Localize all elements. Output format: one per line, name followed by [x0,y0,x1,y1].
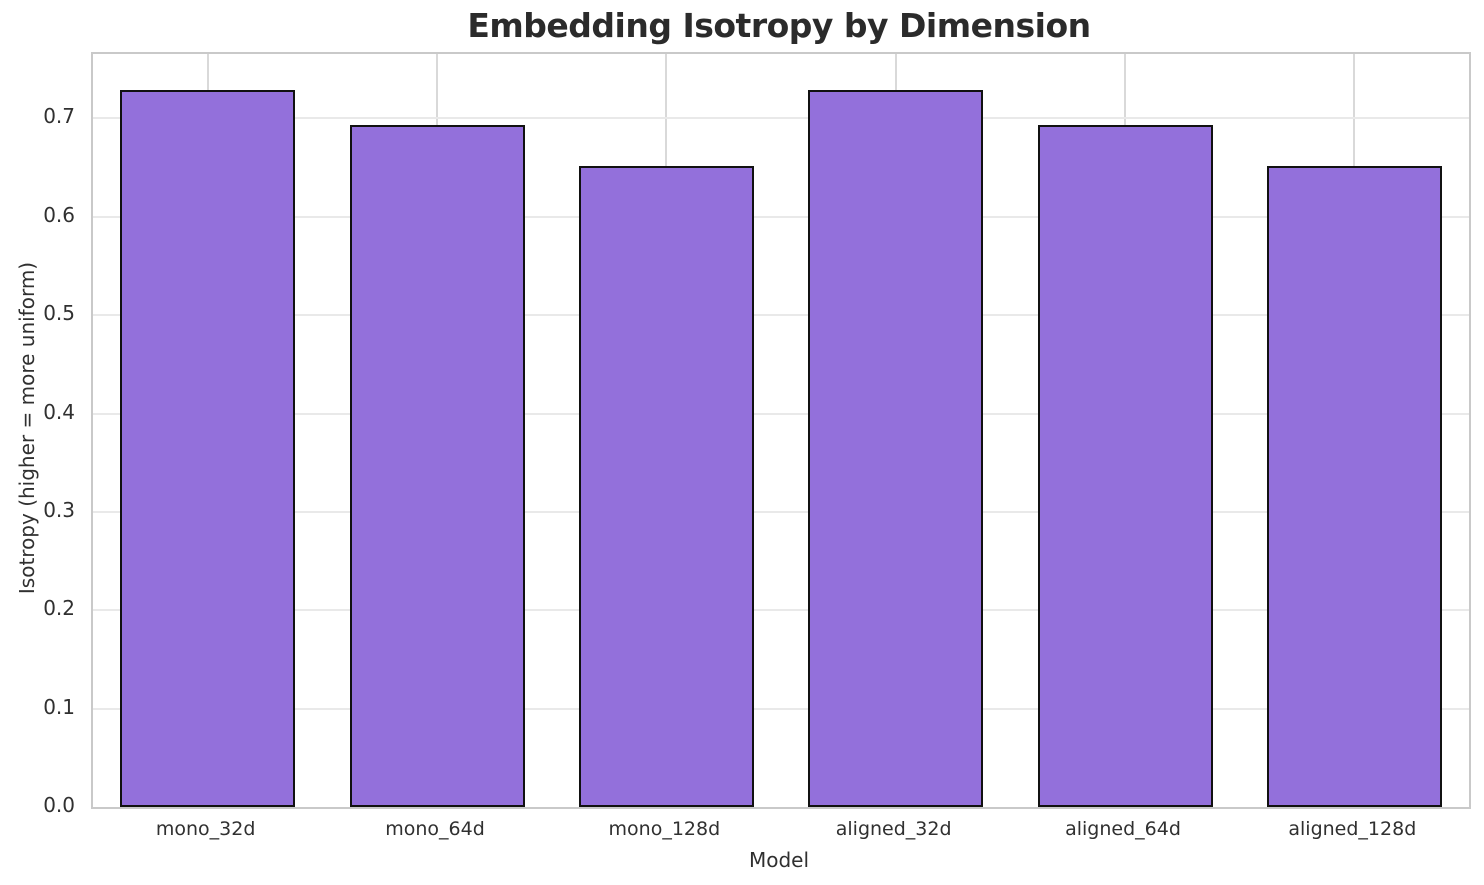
y-tick-0.5: 0.5 [43,301,75,326]
y-tick-0.7: 0.7 [43,104,75,129]
gridline-y-0.2 [93,609,1469,612]
x-tick-aligned_32d: aligned_32d [835,818,952,840]
bar-mono_64d [349,125,525,807]
bar-mono_32d [120,89,296,807]
x-tick-aligned_128d: aligned_128d [1288,818,1417,840]
gridline-y-0.4 [93,412,1469,415]
gridline-y-0.5 [93,314,1469,317]
x-tick-mono_32d: mono_32d [155,818,256,840]
bar-aligned_128d [1266,165,1442,807]
y-tick-0.2: 0.2 [43,596,75,621]
gridline-y-0.3 [93,510,1469,513]
y-tick-0.4: 0.4 [43,399,75,424]
bar-aligned_32d [808,89,984,807]
y-tick-0.6: 0.6 [43,202,75,227]
y-tick-0.1: 0.1 [43,694,75,719]
x-tick-aligned_64d: aligned_64d [1065,818,1181,840]
gridline-y-0.7 [93,117,1469,120]
y-tick-0.3: 0.3 [43,497,75,522]
x-tick-mono_128d: mono_128d [608,818,721,840]
x-tick-mono_64d: mono_64d [385,818,485,840]
chart-title: Embedding Isotropy by Dimension [467,6,1091,45]
x-axis-label: Model [748,848,810,872]
bar-aligned_64d [1037,125,1213,807]
bar-mono_128d [578,165,754,807]
gridline-y-0.1 [93,707,1469,710]
plot-area [91,52,1471,809]
gridline-y-0.6 [93,215,1469,218]
y-tick-0.0: 0.0 [43,793,75,817]
